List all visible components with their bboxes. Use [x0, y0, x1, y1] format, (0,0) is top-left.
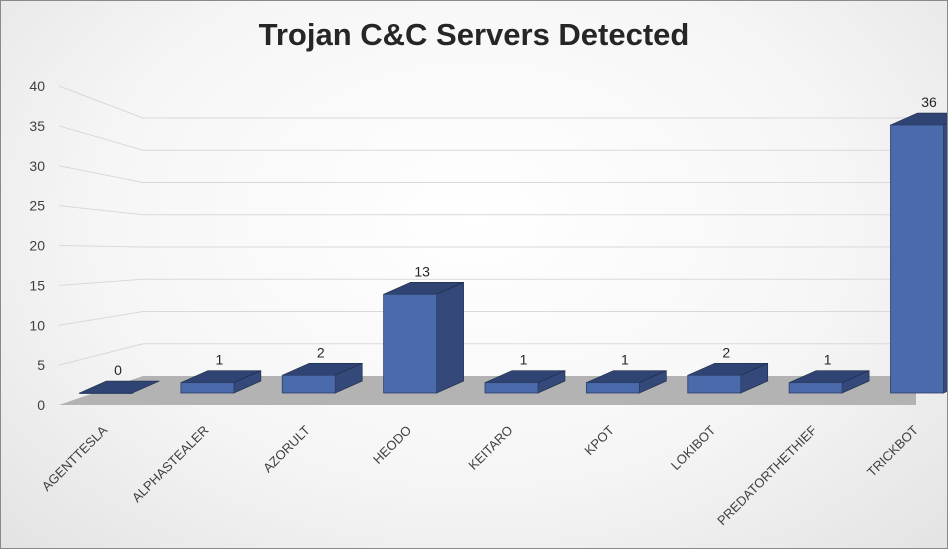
bar — [281, 374, 336, 394]
gridline-side — [58, 343, 144, 366]
x-tick-label: HEODO — [370, 423, 414, 467]
bar-top — [890, 112, 947, 126]
x-tick-label: LOKIBOT — [668, 422, 718, 472]
data-label: 1 — [621, 352, 629, 368]
x-tick-label: TRICKBOT — [864, 422, 921, 479]
y-tick-label: 0 — [37, 397, 45, 413]
data-label: 1 — [824, 352, 832, 368]
bar-side — [436, 281, 464, 394]
gridline-side — [58, 125, 144, 151]
y-tick-label: 35 — [29, 118, 45, 134]
y-tick-label: 40 — [29, 78, 45, 94]
data-label: 2 — [722, 344, 730, 360]
bar — [788, 382, 843, 394]
data-label: 0 — [114, 362, 122, 378]
y-tick-label: 25 — [29, 198, 45, 214]
gridline-side — [58, 278, 144, 286]
gridline-side — [58, 311, 144, 326]
data-label: 1 — [520, 352, 528, 368]
y-tick-label: 30 — [29, 158, 45, 174]
gridline-side — [58, 205, 144, 216]
data-label: 36 — [921, 94, 937, 110]
gridline-side — [58, 245, 144, 248]
data-label: 13 — [414, 263, 430, 279]
gridline-side — [58, 85, 144, 119]
bar — [180, 382, 235, 394]
bar — [383, 293, 438, 394]
gridline-side — [58, 165, 144, 183]
data-label: 2 — [317, 344, 325, 360]
y-tick-label: 15 — [29, 277, 45, 293]
y-tick-label: 10 — [29, 317, 45, 333]
bar — [585, 382, 640, 394]
bar — [890, 124, 944, 394]
x-tick-label: KPOT — [581, 422, 617, 458]
x-tick-label: AZORULT — [260, 422, 313, 475]
x-tick-label: PREDATORTHETHIEF — [714, 422, 820, 528]
y-tick-label: 20 — [29, 238, 45, 254]
x-tick-label: AGENTTESLA — [39, 422, 111, 494]
x-tick-label: KEITARO — [465, 423, 515, 473]
chart-title: Trojan C&C Servers Detected — [258, 17, 690, 52]
x-tick-label: ALPHASTEALER — [129, 423, 212, 506]
bar-side — [943, 123, 947, 394]
bar — [687, 374, 742, 394]
data-label: 1 — [215, 352, 223, 368]
y-tick-label: 5 — [37, 357, 45, 373]
bar — [79, 392, 133, 394]
bar — [484, 382, 539, 394]
